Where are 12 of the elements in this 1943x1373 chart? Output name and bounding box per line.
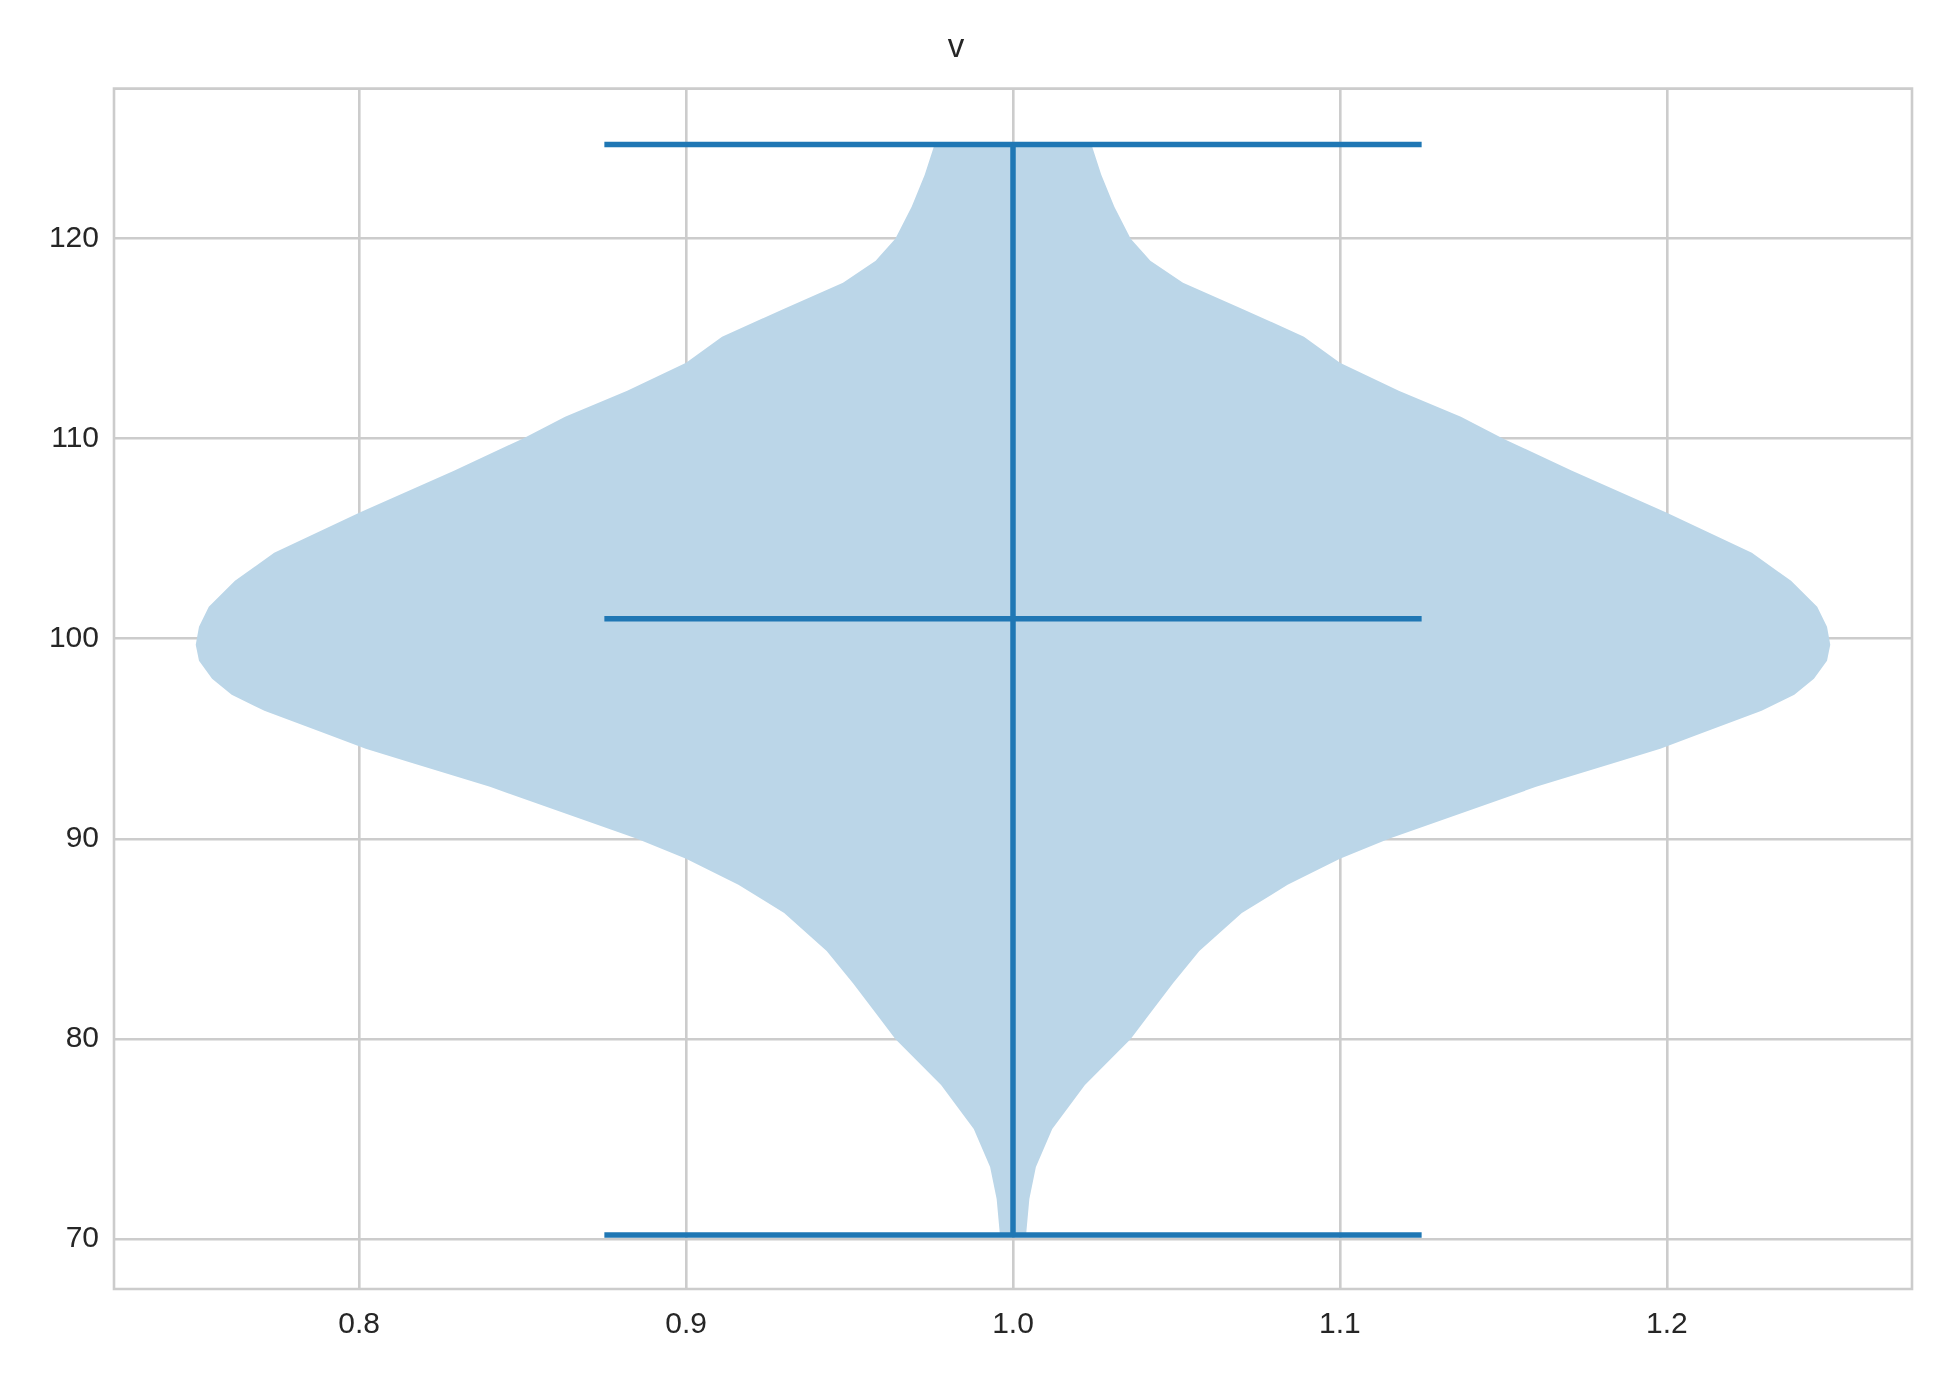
x-tick-label: 1.2 <box>1645 1306 1688 1340</box>
x-tick-label: 1.1 <box>1319 1306 1361 1340</box>
x-tick-label: 1.0 <box>992 1306 1034 1340</box>
y-tick-label: 110 <box>51 419 99 453</box>
y-tick-label: 90 <box>65 820 99 854</box>
y-tick-label: 80 <box>65 1020 99 1054</box>
y-tick-label: 120 <box>48 219 99 253</box>
y-tick-label: 70 <box>65 1220 99 1254</box>
x-tick-label: 0.9 <box>665 1306 707 1340</box>
y-tick-label: 100 <box>48 620 99 654</box>
x-tick-label: 0.8 <box>338 1306 381 1340</box>
chart-title: v <box>947 26 965 64</box>
